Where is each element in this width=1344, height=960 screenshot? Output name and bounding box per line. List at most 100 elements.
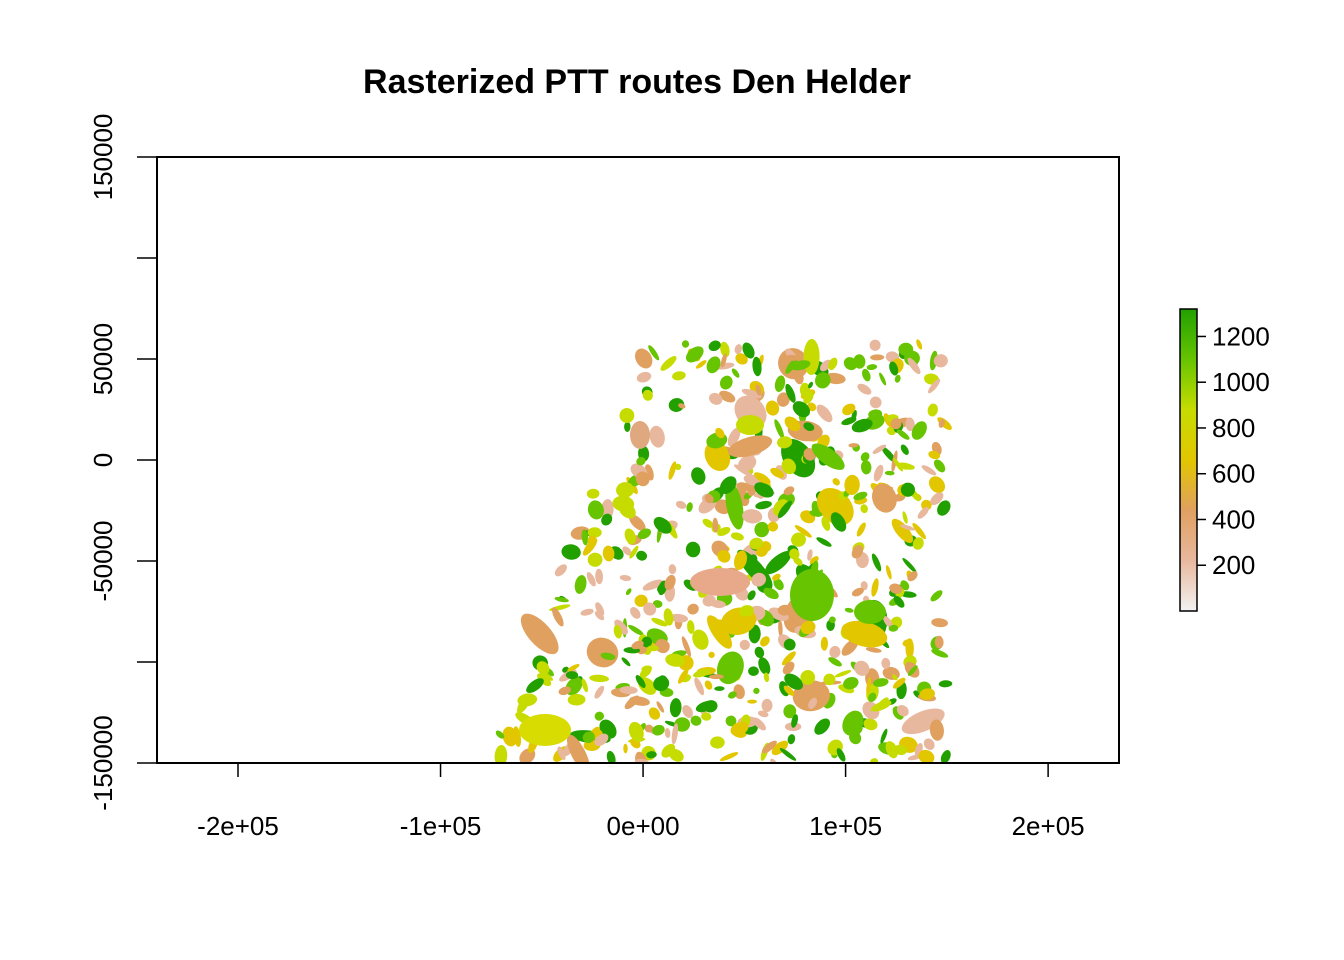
raster-cell	[863, 718, 878, 731]
raster-cell	[844, 607, 854, 613]
raster-cell	[594, 611, 605, 621]
raster-cell	[681, 340, 690, 348]
raster-cell	[635, 348, 653, 369]
raster-cell	[791, 714, 799, 728]
raster-cell	[934, 635, 944, 649]
raster-cell	[912, 522, 926, 540]
raster-cell	[549, 604, 571, 612]
raster-cell	[783, 486, 795, 496]
raster-cell	[794, 370, 804, 385]
raster-cell	[537, 673, 552, 687]
raster-cell	[903, 464, 915, 470]
raster-cell	[854, 600, 886, 624]
raster-cell	[821, 516, 831, 531]
raster-cell	[811, 443, 845, 470]
raster-cell	[765, 550, 792, 575]
raster-cell	[787, 734, 796, 745]
raster-cell	[635, 471, 650, 487]
raster-cell	[832, 478, 840, 486]
raster-cell	[625, 588, 632, 596]
raster-cell	[729, 509, 740, 527]
raster-cell	[663, 608, 674, 626]
legend-colorbar	[1179, 308, 1198, 612]
raster-cell	[648, 707, 661, 720]
raster-cell	[574, 575, 587, 594]
raster-cell	[783, 704, 797, 719]
raster-cell	[595, 568, 604, 585]
raster-cell	[756, 546, 768, 557]
raster-cell	[752, 356, 762, 377]
raster-cell	[554, 596, 569, 603]
raster-cell	[587, 527, 602, 538]
raster-cell	[629, 696, 650, 706]
raster-cell	[715, 427, 725, 439]
raster-cell	[707, 615, 732, 649]
raster-cell	[739, 639, 750, 651]
raster-cell	[857, 383, 872, 395]
raster-cell	[742, 509, 763, 524]
raster-cell	[851, 545, 864, 559]
raster-cell	[841, 620, 888, 648]
raster-cell	[800, 620, 816, 635]
raster-cell	[602, 545, 615, 562]
raster-cell	[893, 457, 903, 472]
raster-cell	[872, 444, 887, 454]
raster-cell	[730, 721, 749, 736]
raster-cell	[919, 688, 935, 700]
raster-cell	[716, 651, 744, 685]
raster-cell	[565, 671, 579, 680]
x-tick-label: 0e+00	[607, 811, 680, 841]
raster-cell	[791, 360, 811, 371]
raster-cell	[896, 429, 910, 440]
raster-cell	[927, 709, 936, 725]
raster-cell	[606, 750, 616, 763]
raster-cell	[630, 607, 641, 619]
raster-cell	[651, 617, 668, 627]
raster-cell	[653, 516, 672, 534]
raster-cell	[652, 724, 665, 736]
raster-cell	[687, 603, 699, 615]
raster-cell	[854, 660, 870, 676]
raster-cell	[725, 715, 737, 727]
raster-cell	[890, 418, 902, 430]
raster-cell	[792, 401, 811, 418]
raster-cell	[594, 711, 604, 721]
raster-cell	[526, 678, 544, 693]
raster-cell	[884, 470, 895, 476]
raster-cell	[767, 521, 779, 532]
raster-cell	[809, 556, 819, 565]
raster-cell	[586, 488, 600, 499]
raster-cell	[860, 460, 872, 475]
raster-cell	[799, 382, 810, 397]
raster-cell	[937, 500, 951, 516]
raster-cell	[870, 758, 879, 763]
raster-cell	[754, 482, 774, 498]
raster-cell	[517, 695, 531, 714]
raster-cell	[646, 751, 657, 759]
raster-cell	[907, 665, 918, 676]
raster-cell	[642, 579, 663, 591]
raster-cell	[899, 524, 915, 531]
raster-cell	[753, 472, 771, 484]
raster-cell	[816, 404, 833, 423]
raster-cell	[873, 464, 884, 482]
raster-cell	[601, 513, 613, 526]
raster-cell	[567, 693, 586, 706]
raster-cell	[873, 678, 889, 687]
raster-cell	[851, 587, 864, 597]
raster-cell	[641, 636, 653, 648]
y-tick-label: -150000	[88, 715, 118, 810]
raster-cell	[841, 417, 857, 426]
raster-cell	[829, 645, 841, 659]
legend-tick-label: 1200	[1212, 321, 1270, 351]
raster-cell	[637, 528, 652, 540]
raster-cell	[843, 676, 859, 690]
raster-cell	[704, 494, 714, 504]
raster-cell	[581, 678, 588, 693]
raster-cell	[614, 619, 628, 635]
raster-cell	[902, 511, 908, 524]
raster-cell	[581, 529, 589, 546]
raster-cell	[751, 572, 767, 587]
raster-cell	[736, 415, 764, 435]
raster-cell	[669, 698, 682, 718]
